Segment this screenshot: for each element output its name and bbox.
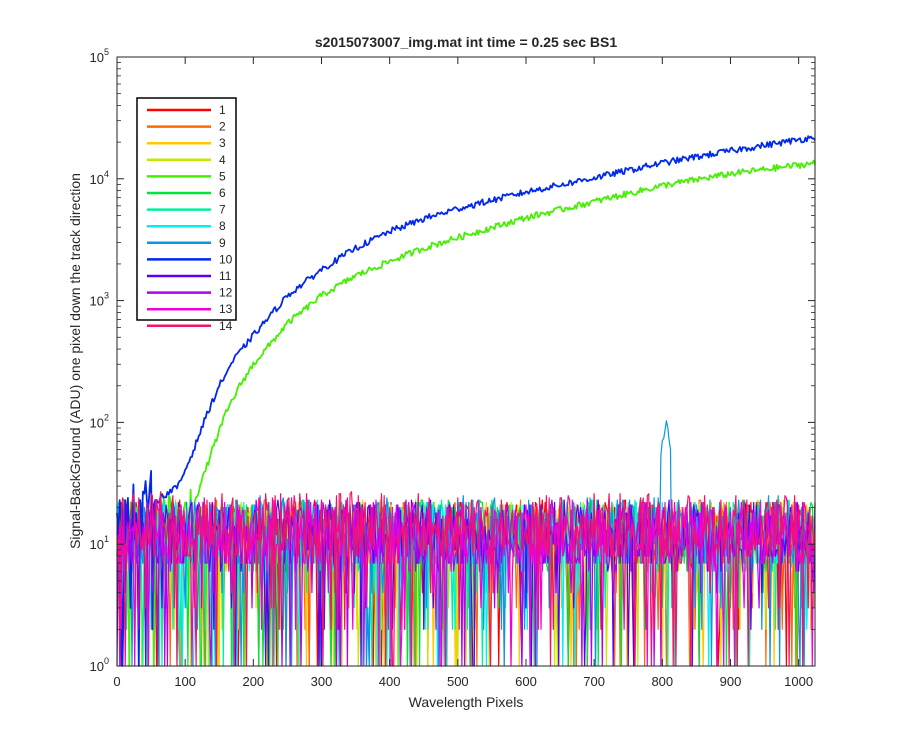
series-layer [116, 135, 816, 667]
x-tick-label: 700 [583, 674, 605, 689]
x-tick-label: 100 [174, 674, 196, 689]
legend-label-13: 13 [219, 302, 233, 316]
legend-label-14: 14 [219, 319, 233, 333]
legend-label-2: 2 [219, 120, 226, 134]
x-tick-label: 0 [113, 674, 120, 689]
x-axis-label: Wavelength Pixels [409, 694, 524, 710]
legend-label-5: 5 [219, 169, 226, 183]
legend-label-12: 12 [219, 286, 233, 300]
chart-title: s2015073007_img.mat int time = 0.25 sec … [315, 34, 618, 50]
x-tick-label: 800 [651, 674, 673, 689]
legend-label-4: 4 [219, 153, 226, 167]
legend-label-6: 6 [219, 186, 226, 200]
x-tick-label: 900 [720, 674, 742, 689]
y-tick-label: 105 [90, 47, 109, 65]
tick-layer: 0 100 200 300 400 500 600 700 800 900 100010010110… [90, 47, 815, 689]
y-tick-label: 104 [90, 169, 109, 187]
y-axis-label: Signal-BackGround (ADU) one pixel down t… [67, 173, 83, 549]
legend-label-11: 11 [219, 269, 232, 283]
legend-label-10: 10 [219, 252, 233, 266]
series-line-10 [116, 135, 816, 667]
series-line-5 [116, 159, 816, 667]
plot-frame [116, 56, 816, 667]
y-tick-label: 100 [90, 656, 109, 674]
y-tick-label: 101 [90, 534, 109, 552]
x-tick-label: 300 [311, 674, 333, 689]
x-tick-label: 600 [515, 674, 537, 689]
y-tick-label: 103 [90, 291, 109, 309]
legend-label-7: 7 [219, 203, 226, 217]
x-tick-label: 500 [447, 674, 469, 689]
x-tick-label: 200 [242, 674, 264, 689]
legend-label-3: 3 [219, 136, 226, 150]
x-tick-label: 1000 [784, 674, 813, 689]
series-line-14 [116, 491, 816, 667]
legend-label-9: 9 [219, 236, 226, 250]
x-tick-label: 400 [379, 674, 401, 689]
legend-label-8: 8 [219, 219, 226, 233]
legend-label-1: 1 [219, 103, 226, 117]
y-tick-label: 102 [90, 412, 109, 430]
